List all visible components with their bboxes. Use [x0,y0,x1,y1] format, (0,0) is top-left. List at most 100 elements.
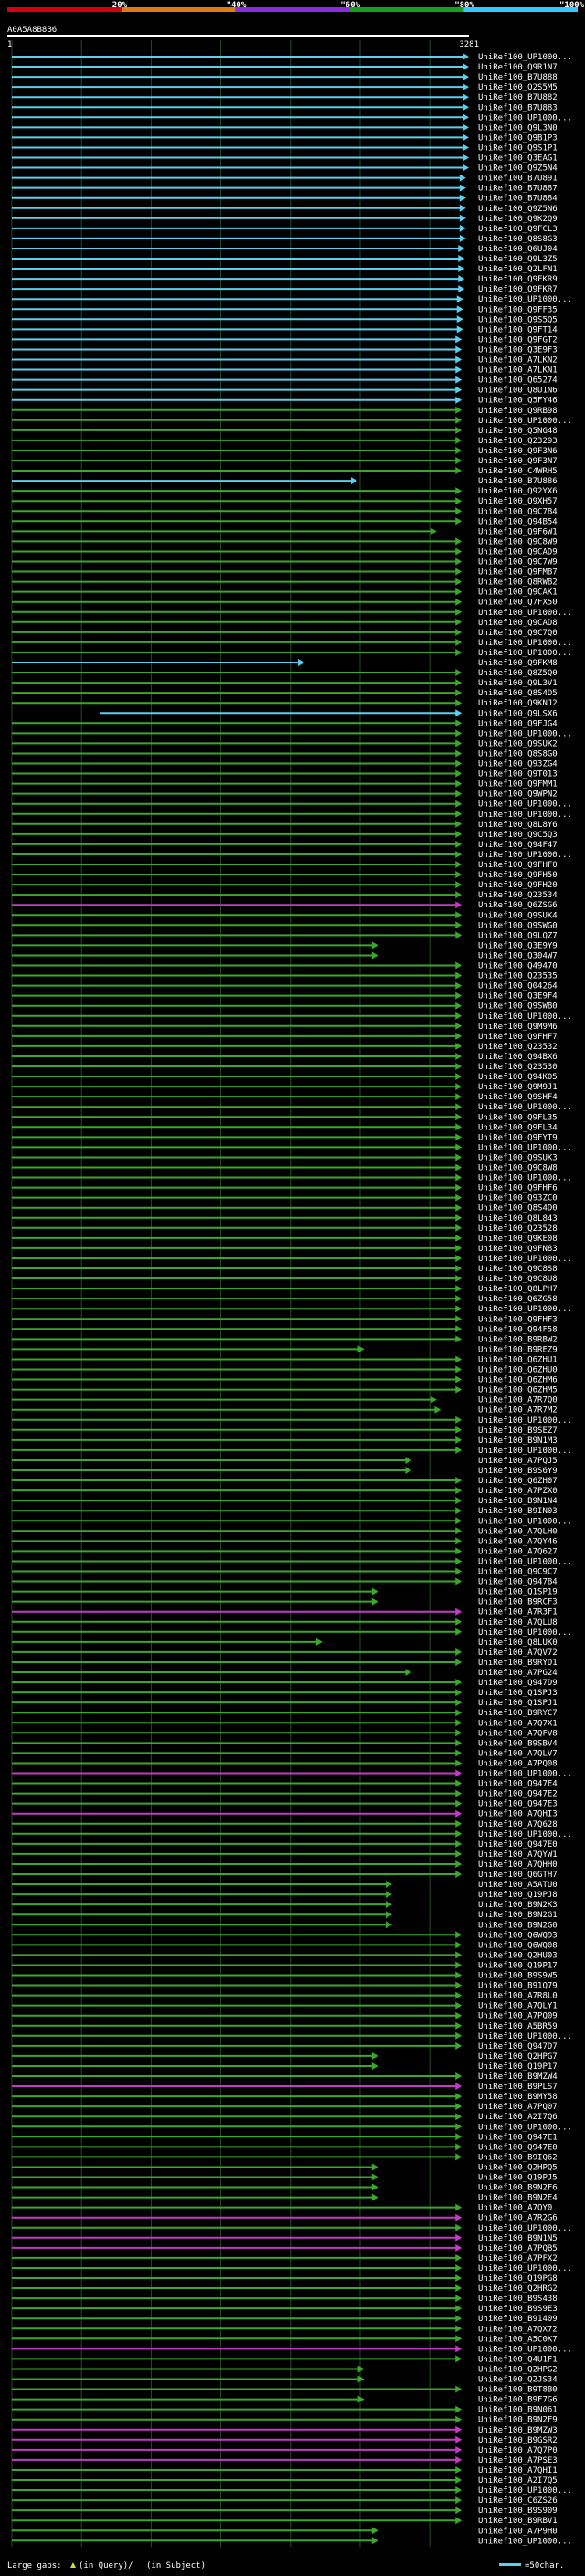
hit-label[interactable]: UniRef100_B9RYC7 [478,1709,558,1718]
hit-label[interactable]: UniRef100_Q6ZHU0 [478,1366,558,1375]
hit-label[interactable]: UniRef100_Q947D9 [478,1679,558,1688]
hit-label[interactable]: UniRef100_Q947E1 [478,2133,558,2142]
hit-label[interactable]: UniRef100_Q9F3N7 [478,457,558,466]
hit-label[interactable]: UniRef100_A5ATU0 [478,1881,558,1890]
hit-label[interactable]: UniRef100_Q6ZH07 [478,1477,558,1486]
hit-label[interactable]: UniRef100_Q19PJ5 [478,2174,558,2183]
hit-label[interactable]: UniRef100_A7P9H0 [478,2527,558,2536]
hit-label[interactable]: UniRef100_Q9KE08 [478,1235,558,1244]
hit-label[interactable]: UniRef100_Q9FYT9 [478,1133,558,1142]
hit-label[interactable]: UniRef100_Q9XH57 [478,497,558,506]
hit-label[interactable]: UniRef100_Q9S5Q5 [478,315,558,324]
hit-label[interactable]: UniRef100_Q19P17 [478,1961,558,1970]
hit-label[interactable]: UniRef100_Q6WQ93 [478,1931,558,1940]
hit-label[interactable]: UniRef100_Q8S4D5 [478,689,558,698]
hit-label[interactable]: UniRef100_Q947E3 [478,1800,558,1809]
hit-label[interactable]: UniRef100_Q9CAD8 [478,619,558,628]
hit-label[interactable]: UniRef100_A7QV72 [478,1648,558,1658]
hit-label[interactable]: UniRef100_Q9FKR9 [478,275,558,284]
hit-label[interactable]: UniRef100_B9IN03 [478,1507,558,1516]
hit-label[interactable]: UniRef100_Q9FN83 [478,1245,558,1254]
hit-label[interactable]: UniRef100_A7LKN1 [478,366,558,376]
hit-label[interactable]: UniRef100_B9N2K3 [478,1901,558,1910]
hit-label[interactable]: UniRef100_Q304W7 [478,951,558,960]
hit-label[interactable]: UniRef100_Q94F47 [478,841,558,850]
hit-label[interactable]: UniRef100_B9S9E3 [478,2305,558,2314]
hit-label[interactable]: UniRef100_UP1000... [478,2537,572,2546]
hit-label[interactable]: UniRef100_A7R7M2 [478,1406,558,1415]
hit-label[interactable]: UniRef100_Q8RWB2 [478,578,558,588]
hit-label[interactable]: UniRef100_B9S909 [478,2507,558,2516]
hit-label[interactable]: UniRef100_Q3EAG1 [478,154,558,164]
hit-label[interactable]: UniRef100_Q3E9Y9 [478,941,558,950]
hit-label[interactable]: UniRef100_A7R2G6 [478,2214,558,2223]
hit-label[interactable]: UniRef100_B9REZ9 [478,1345,558,1354]
hit-label[interactable]: UniRef100_B9N061 [478,2406,558,2415]
hit-label[interactable]: UniRef100_Q9SUK4 [478,911,558,920]
hit-label[interactable]: UniRef100_B7U883 [478,103,558,112]
hit-label[interactable]: UniRef100_Q9Z5N6 [478,205,558,214]
hit-label[interactable]: UniRef100_Q947E4 [478,1780,558,1789]
hit-label[interactable]: UniRef100_Q9F6W1 [478,527,558,536]
hit-label[interactable]: UniRef100_Q9M9M6 [478,1023,558,1032]
hit-label[interactable]: UniRef100_A7QLU8 [478,1618,558,1627]
hit-label[interactable]: UniRef100_Q6ZHM5 [478,1386,558,1395]
hit-label[interactable]: UniRef100_Q9R1N7 [478,63,558,72]
hit-label[interactable]: UniRef100_A7QYW1 [478,1850,558,1860]
hit-label[interactable]: UniRef100_Q04264 [478,982,558,991]
hit-label[interactable]: UniRef100_A7PSE3 [478,2456,558,2465]
hit-label[interactable]: UniRef100_Q947D7 [478,2042,558,2051]
hit-label[interactable]: UniRef100_UP1000... [478,2224,572,2233]
hit-label[interactable]: UniRef100_Q94F58 [478,1325,558,1334]
hit-label[interactable]: UniRef100_A5BR59 [478,2022,558,2031]
hit-label[interactable]: UniRef100_B9N2G0 [478,1921,558,1930]
hit-label[interactable]: UniRef100_UP1000... [478,639,572,648]
hit-label[interactable]: UniRef100_Q23535 [478,972,558,981]
hit-label[interactable]: UniRef100_Q1SPJ3 [478,1689,558,1698]
hit-label[interactable]: UniRef100_B7U891 [478,175,558,184]
hit-label[interactable]: UniRef100_UP1000... [478,1305,572,1314]
hit-label[interactable]: UniRef100_UP1000... [478,417,572,426]
hit-label[interactable]: UniRef100_Q9LQZ7 [478,931,558,940]
hit-label[interactable]: UniRef100_Q19P17 [478,2062,558,2072]
hit-label[interactable]: UniRef100_UP1000... [478,851,572,860]
hit-label[interactable]: UniRef100_Q19PG8 [478,2274,558,2284]
hit-label[interactable]: UniRef100_UP1000... [478,1447,572,1456]
hit-label[interactable]: UniRef100_A5C0K7 [478,2335,558,2344]
hit-label[interactable]: UniRef100_Q6ZHM6 [478,1376,558,1385]
hit-label[interactable]: UniRef100_B91Q79 [478,1982,558,1991]
hit-label[interactable]: UniRef100_B7U886 [478,477,558,486]
hit-label[interactable]: UniRef100_Q23528 [478,1224,558,1234]
hit-label[interactable]: UniRef100_UP1000... [478,53,572,62]
hit-label[interactable]: UniRef100_Q9F3N6 [478,447,558,456]
hit-label[interactable]: UniRef100_Q8S4D0 [478,1204,558,1214]
hit-label[interactable]: UniRef100_A7PFX2 [478,2254,558,2263]
hit-label[interactable]: UniRef100_B9SBV4 [478,1739,558,1748]
hit-label[interactable]: UniRef100_Q9FKM8 [478,659,558,668]
hit-label[interactable]: UniRef100_UP1000... [478,2345,572,2354]
hit-label[interactable]: UniRef100_B9N2E4 [478,2194,558,2203]
hit-label[interactable]: UniRef100_Q9M9J1 [478,1083,558,1092]
hit-label[interactable]: UniRef100_B9IQ62 [478,2153,558,2162]
hit-label[interactable]: UniRef100_Q9C9C7 [478,1568,558,1577]
hit-label[interactable]: UniRef100_UP1000... [478,2123,572,2132]
hit-label[interactable]: UniRef100_UP1000... [478,1830,572,1839]
hit-label[interactable]: UniRef100_UP1000... [478,2032,572,2041]
hit-label[interactable]: UniRef100_Q9K2Q9 [478,215,558,224]
hit-label[interactable]: UniRef100_Q94B54 [478,517,558,526]
hit-label[interactable]: UniRef100_Q23534 [478,891,558,900]
hit-label[interactable]: UniRef100_Q8L8Y6 [478,821,558,830]
hit-label[interactable]: UniRef100_B9PLS7 [478,2083,558,2092]
hit-label[interactable]: UniRef100_UP1000... [478,1416,572,1426]
hit-label[interactable]: UniRef100_Q9SWG0 [478,921,558,930]
hit-label[interactable]: UniRef100_Q94BX6 [478,1053,558,1062]
hit-label[interactable]: UniRef100_B9MY58 [478,2093,558,2102]
hit-label[interactable]: UniRef100_A2I7Q5 [478,2476,558,2486]
hit-label[interactable]: UniRef100_Q9FHF0 [478,861,558,870]
hit-label[interactable]: UniRef100_A7Q7X1 [478,1719,558,1728]
hit-label[interactable]: UniRef100_UP1000... [478,649,572,658]
hit-label[interactable]: UniRef100_Q9FL34 [478,1123,558,1132]
hit-label[interactable]: UniRef100_Q6ZSG6 [478,901,558,910]
hit-label[interactable]: UniRef100_A7R3F1 [478,1608,558,1617]
hit-label[interactable]: UniRef100_Q8S8G3 [478,235,558,244]
